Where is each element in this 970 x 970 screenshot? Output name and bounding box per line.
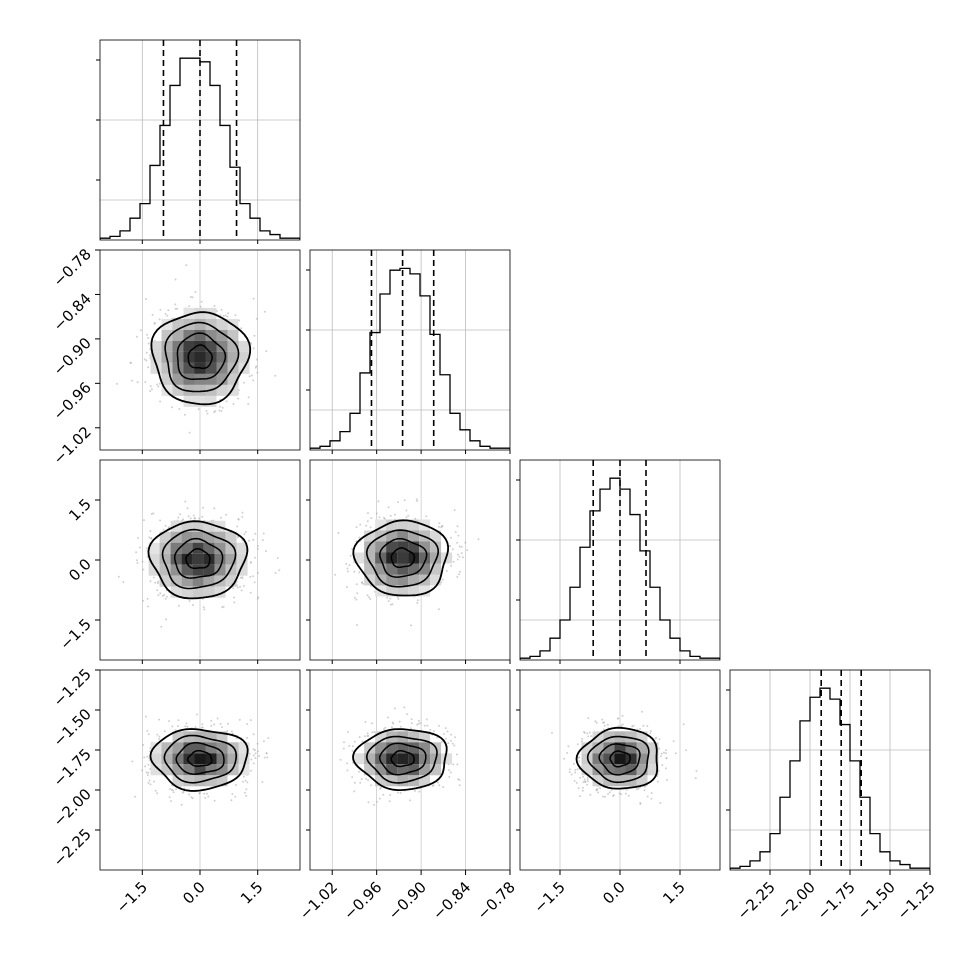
x-tick-label: 0.0: [599, 878, 629, 908]
x-tick-label: −0.78: [474, 878, 519, 923]
x-tick-label: −1.5: [113, 878, 151, 916]
contour-line: [379, 537, 428, 578]
histogram-p3: [730, 687, 930, 870]
scatter-panel-p0-p1: [99, 249, 301, 451]
contour-line: [185, 548, 211, 569]
contour-line: [164, 321, 240, 393]
contour-line: [390, 749, 415, 768]
histogram-p1: [310, 267, 510, 450]
contour-line: [365, 529, 440, 588]
x-tick-label: −2.00: [774, 878, 819, 923]
x-tick-label: −2.25: [734, 878, 779, 923]
y-tick-label: 1.5: [65, 495, 95, 525]
x-tick-label: −1.50: [854, 878, 899, 923]
hist-panel-p1: [306, 249, 511, 451]
x-tick-label: 1.5: [659, 878, 689, 908]
histogram-p2: [520, 477, 720, 660]
contour-line: [187, 344, 213, 369]
panel-frame: [729, 669, 931, 871]
contour-line: [609, 750, 631, 768]
contour-line: [161, 528, 237, 590]
x-tick-label: 1.5: [237, 878, 267, 908]
contour-line: [598, 743, 641, 776]
panel-frame: [309, 249, 511, 451]
density-grid: [581, 731, 659, 787]
x-tick-label: −1.02: [296, 878, 341, 923]
contour-line: [378, 742, 427, 776]
contour-line: [175, 741, 225, 775]
scatter-panel-p1-p2: [309, 459, 511, 661]
contour-line: [147, 520, 249, 600]
contour-line: [176, 332, 227, 380]
y-tick-label: −0.84: [50, 290, 95, 335]
y-tick-label: −1.5: [56, 615, 94, 653]
y-tick-label: −0.96: [50, 378, 95, 423]
panel-frame: [309, 669, 511, 871]
hist-panel-p2: [516, 459, 721, 661]
scatter-panel-p1-p3: [309, 669, 511, 871]
contour-line: [186, 749, 213, 767]
hist-panel-p3: [726, 669, 931, 871]
x-tick-label: −0.84: [429, 878, 474, 923]
contour-line: [163, 734, 237, 784]
contour-line: [150, 311, 252, 406]
contour-line: [586, 735, 650, 784]
y-tick-label: −1.75: [50, 745, 95, 790]
scatter-panel-p0-p3: [99, 669, 301, 871]
y-tick-label: −1.25: [50, 665, 95, 710]
scatter-panel-p2-p3: [519, 669, 721, 871]
contour-line: [575, 726, 659, 790]
x-tick-label: −1.5: [530, 878, 568, 916]
y-tick-label: −1.50: [50, 705, 95, 750]
y-tick-label: −0.78: [50, 245, 95, 290]
y-tick-label: −1.02: [50, 423, 95, 468]
hist-panel-p0: [96, 39, 301, 241]
density-grid: [148, 520, 248, 598]
y-tick-label: 0.0: [65, 555, 95, 585]
contour-line: [390, 547, 416, 569]
x-tick-label: −0.90: [385, 878, 430, 923]
scatter-panel-p0-p2: [99, 459, 301, 661]
contour-line: [173, 537, 224, 579]
y-tick-label: −2.00: [50, 785, 95, 830]
contour-line: [365, 735, 438, 784]
density-grid: [150, 307, 250, 407]
x-tick-label: −1.75: [814, 878, 859, 923]
y-tick-label: −0.90: [50, 334, 95, 379]
y-tick-label: −2.25: [50, 825, 95, 870]
contour-line: [352, 519, 450, 597]
contour-line: [149, 728, 249, 792]
contour-line: [352, 728, 448, 792]
x-tick-label: −1.25: [894, 878, 939, 923]
x-tick-label: −0.96: [340, 878, 385, 923]
x-tick-label: 0.0: [179, 878, 209, 908]
